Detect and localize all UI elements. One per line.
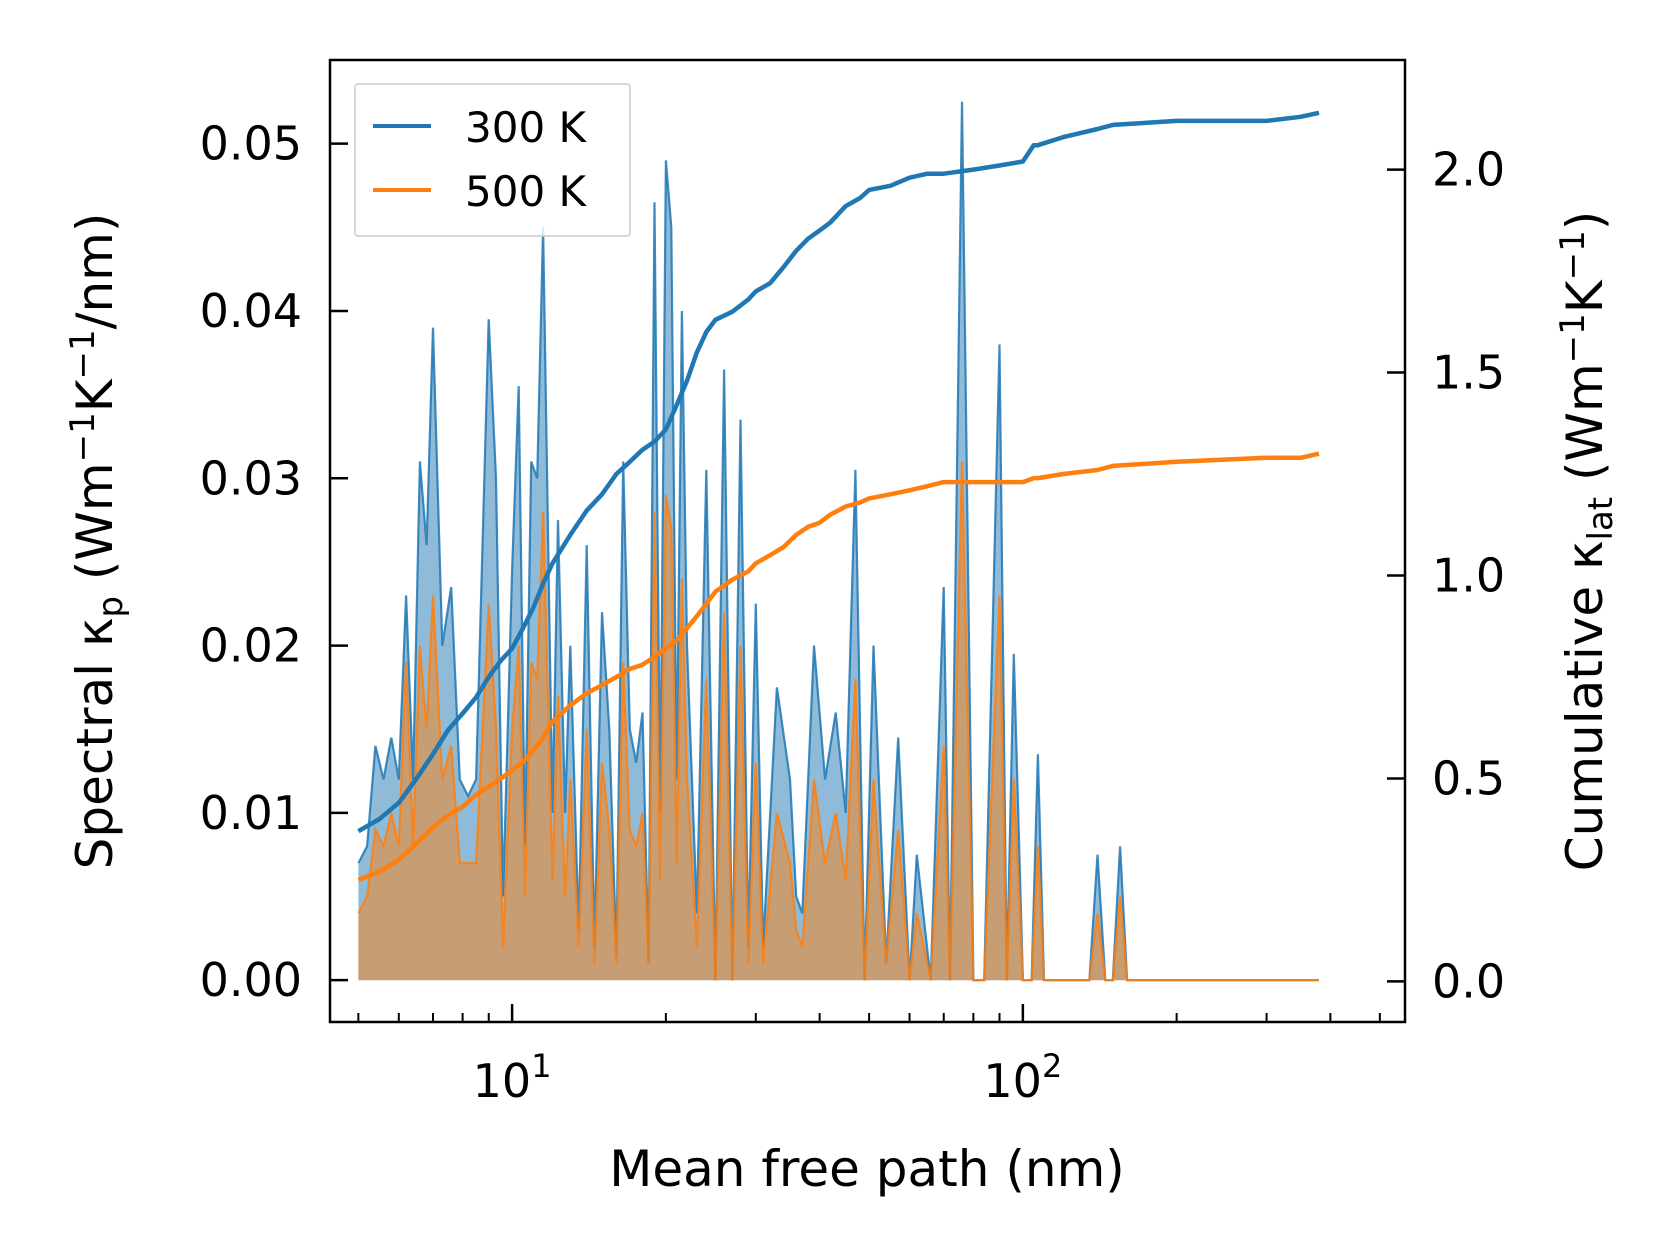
x-tick-label: 102	[983, 1047, 1062, 1108]
left-y-axis: 0.00 0.01 0.02 0.03 0.04 0.05	[200, 117, 348, 1007]
plot-frame	[328, 58, 1407, 1024]
right-y-axis-label-units-c: )	[1556, 211, 1614, 231]
x-tick-label-exp: 2	[1042, 1047, 1062, 1085]
spectral-area-500k	[358, 461, 1319, 981]
right-y-axis-label-units-b: K	[1556, 279, 1614, 313]
x-axis-label: Mean free path (nm)	[609, 1140, 1125, 1198]
x-tick-label-base: 10	[473, 1054, 532, 1108]
left-y-tick-label: 0.05	[200, 117, 302, 171]
left-y-axis-label-sub: p	[91, 596, 131, 618]
left-y-axis-label-main: Spectral κ	[66, 618, 124, 870]
legend: 300 K 500 K	[354, 83, 631, 237]
legend-box	[354, 83, 631, 237]
right-y-axis: 0.0 0.5 1.0 1.5 2.0	[1387, 143, 1505, 1008]
cumulative-line-300k	[357, 110, 1320, 834]
left-y-tick-label: 0.01	[200, 786, 302, 840]
spectral-fill-layer	[358, 101, 1319, 981]
legend-label-500k: 500 K	[465, 167, 588, 216]
right-y-tick-label: 0.0	[1432, 954, 1505, 1008]
left-y-tick-label: 0.03	[200, 451, 302, 505]
right-y-tick-label: 1.0	[1432, 549, 1505, 603]
cumulative-line-500k	[357, 451, 1320, 883]
right-y-tick-label: 0.5	[1432, 751, 1505, 805]
right-y-axis-label-sup-a: −1	[1553, 313, 1593, 363]
left-y-tick-label: 0.04	[200, 284, 302, 338]
right-y-axis-label-sub: lat	[1581, 497, 1621, 541]
left-y-axis-label-units-a: (Wm	[66, 462, 124, 580]
right-y-axis-label-main: Cumulative κ	[1556, 541, 1614, 872]
x-tick-label-exp: 1	[531, 1047, 551, 1085]
right-y-axis-label-sup-b: −1	[1553, 230, 1593, 280]
left-y-tick-label: 0.00	[200, 953, 302, 1007]
right-y-tick-label: 2.0	[1432, 143, 1505, 197]
series-line-layer	[357, 101, 1320, 982]
x-axis: 101 102	[357, 1004, 1381, 1108]
left-y-tick-label: 0.02	[200, 619, 302, 673]
x-tick-label-base: 10	[983, 1054, 1042, 1108]
left-y-axis-label-units-b: K	[66, 378, 124, 412]
spectral-line-500k	[357, 461, 1319, 982]
left-y-axis-label: Spectral κp (Wm−1K−1/nm)	[63, 213, 131, 870]
right-y-axis-label: Cumulative κlat (Wm−1K−1)	[1553, 211, 1621, 872]
left-y-axis-label-sup-a: −1	[63, 412, 103, 462]
left-y-axis-label-units-c: /nm)	[66, 213, 124, 330]
right-y-axis-label-units-a: (Wm	[1556, 363, 1614, 481]
x-tick-label: 101	[473, 1047, 552, 1108]
right-y-tick-label: 1.5	[1432, 346, 1505, 400]
legend-label-300k: 300 K	[465, 103, 588, 152]
left-y-axis-label-sup-b: −1	[63, 329, 103, 379]
